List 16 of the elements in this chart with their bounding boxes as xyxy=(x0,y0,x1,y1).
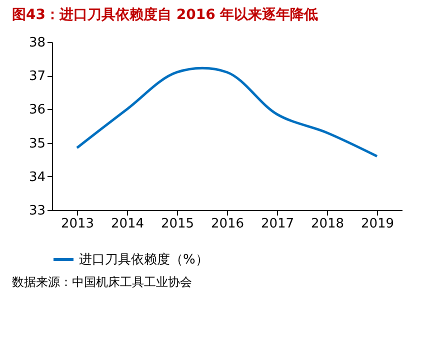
x-tick-label: 2018 xyxy=(310,216,344,232)
y-tick-label: 35 xyxy=(28,136,46,152)
x-tick-label: 2017 xyxy=(260,216,294,232)
y-tick-label: 36 xyxy=(28,102,46,118)
y-tick-label: 37 xyxy=(28,69,46,84)
y-tick-label: 33 xyxy=(28,204,46,218)
y-tick-label: 38 xyxy=(28,36,46,50)
source-note: 数据来源：中国机床工具工业协会 xyxy=(12,275,192,289)
x-tick-label: 2014 xyxy=(110,216,144,232)
legend-label: 进口刀具依赖度（%） xyxy=(79,252,208,268)
chart-title: 图43：进口刀具依赖度自 2016 年以来逐年降低 xyxy=(12,6,318,23)
x-tick-label: 2016 xyxy=(210,216,244,232)
x-tick-label: 2019 xyxy=(360,216,394,232)
y-tick-label: 34 xyxy=(28,170,46,185)
x-tick-label: 2015 xyxy=(160,216,194,232)
x-tick-label: 2013 xyxy=(60,216,94,232)
